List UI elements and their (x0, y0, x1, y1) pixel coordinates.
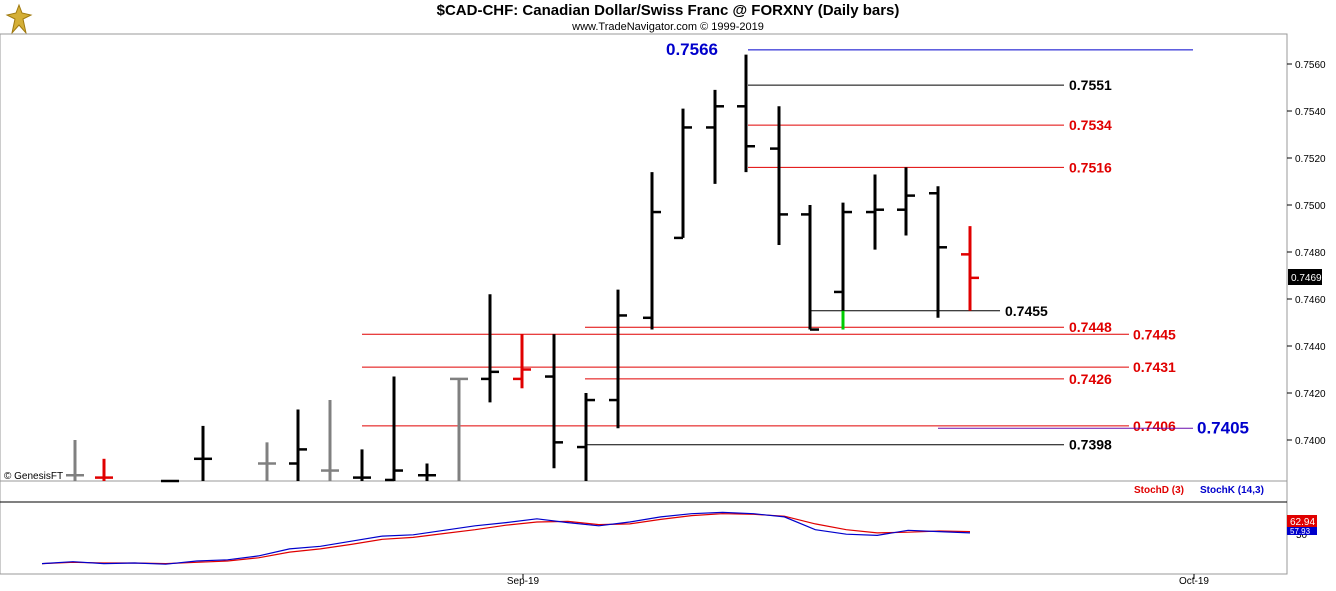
level-label: 0.7534 (1069, 117, 1112, 133)
y-tick-label: 0.7460 (1295, 295, 1326, 306)
level-label: 0.7455 (1005, 303, 1048, 319)
y-tick-label: 0.7500 (1295, 201, 1326, 212)
level-label: 0.7405 (1197, 418, 1249, 437)
stoch-panel-frame (0, 480, 1288, 575)
logo-icon (4, 3, 34, 40)
stoch-k-legend: StochK (14,3) (1200, 485, 1264, 496)
level-label: 0.7406 (1133, 418, 1176, 434)
price-panel-frame (0, 33, 1288, 482)
stoch-d-legend: StochD (3) (1134, 485, 1184, 496)
stoch-d-value: 62.94 (1290, 517, 1315, 528)
y-axis: 0.7400 0.7420 0.7440 0.7460 0.7480 0.7500 0.75… (1287, 60, 1326, 447)
copyright-label: © GenesisFT (4, 471, 63, 482)
y-tick-label: 0.7440 (1295, 342, 1326, 353)
level-label: 0.7566 (666, 40, 718, 59)
x-tick-label: Oct-19 (1179, 576, 1209, 587)
y-tick-label: 0.7480 (1295, 248, 1326, 259)
level-label: 0.7431 (1133, 359, 1176, 375)
stoch-k-value: 57.93 (1290, 527, 1311, 536)
stoch-d-value-box (1287, 515, 1317, 527)
y-tick-label: 0.7560 (1295, 60, 1326, 71)
price-levels: 0.7566 0.7551 0.7534 0.7516 0.7455 0.7448 0.74… (362, 40, 1249, 453)
stoch-tick-50: 50 (1296, 530, 1308, 541)
level-label: 0.7448 (1069, 319, 1112, 335)
y-tick-label: 0.7420 (1295, 389, 1326, 400)
chart-subtitle: www.TradeNavigator.com © 1999-2019 (572, 21, 764, 33)
stochastic-panel (41, 511, 971, 565)
level-label: 0.7551 (1069, 77, 1112, 93)
stoch-k-line (41, 511, 971, 565)
level-label: 0.7426 (1069, 371, 1112, 387)
level-label: 0.7445 (1133, 326, 1176, 342)
last-price-box (1288, 269, 1322, 285)
y-tick-label: 0.7540 (1295, 107, 1326, 118)
stoch-d-line (41, 513, 971, 565)
level-label: 0.7398 (1069, 437, 1112, 453)
last-price-label: 0.7469 (1291, 273, 1322, 284)
x-axis: Sep-19 Oct-19 (507, 574, 1209, 587)
stoch-k-value-box (1287, 527, 1317, 535)
level-label: 0.7516 (1069, 159, 1112, 175)
y-tick-label: 0.7520 (1295, 154, 1326, 165)
chart-title: $CAD-CHF: Canadian Dollar/Swiss Franc @ … (436, 2, 900, 19)
ohlc-bars (66, 54, 979, 483)
y-tick-label: 0.7400 (1295, 436, 1326, 447)
x-tick-label: Sep-19 (507, 576, 540, 587)
